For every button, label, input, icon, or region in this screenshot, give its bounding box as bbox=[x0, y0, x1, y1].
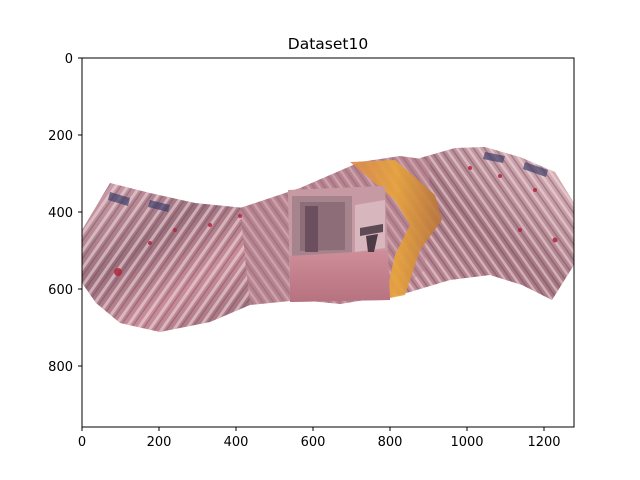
x-tick-label: 200 bbox=[147, 435, 172, 450]
x-tick-label: 0 bbox=[78, 435, 86, 450]
x-tick-label: 1200 bbox=[527, 435, 560, 450]
y-tick-label: 800 bbox=[48, 360, 73, 375]
x-axis: 0 200 400 600 800 1000 1200 bbox=[78, 427, 561, 450]
x-tick-label: 400 bbox=[224, 435, 249, 450]
y-tick-label: 200 bbox=[48, 129, 73, 144]
x-tick-label: 600 bbox=[301, 435, 326, 450]
y-axis: 0 200 400 600 800 bbox=[48, 52, 82, 375]
stitched-panorama-image bbox=[82, 147, 574, 332]
x-tick-label: 1000 bbox=[450, 435, 483, 450]
y-tick-label: 400 bbox=[48, 206, 73, 221]
x-tick-label: 800 bbox=[378, 435, 403, 450]
plot-area bbox=[82, 58, 574, 427]
y-tick-label: 0 bbox=[65, 52, 73, 67]
y-tick-label: 600 bbox=[48, 283, 73, 298]
chart-title: Dataset10 bbox=[288, 35, 368, 53]
